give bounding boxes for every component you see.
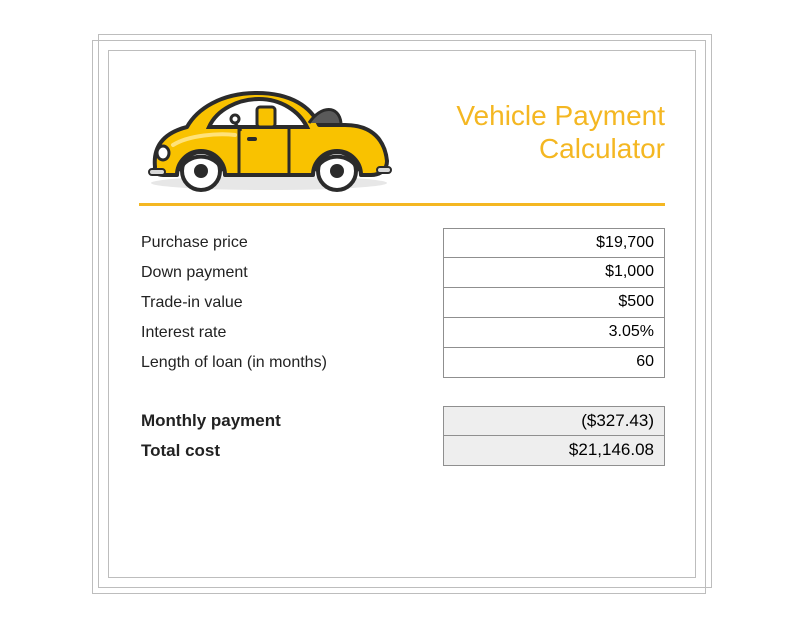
header: Vehicle Payment Calculator — [139, 75, 665, 195]
row-monthly-payment: Monthly payment ($327.43) — [139, 406, 665, 436]
value-total-cost: $21,146.08 — [443, 436, 665, 466]
input-trade-in[interactable]: $500 — [443, 288, 665, 318]
input-purchase-price[interactable]: $19,700 — [443, 228, 665, 258]
result-rows: Monthly payment ($327.43) Total cost $21… — [139, 406, 665, 466]
title-line-2: Calculator — [539, 133, 665, 164]
calculator-panel: Vehicle Payment Calculator Purchase pric… — [108, 50, 696, 578]
label-down-payment: Down payment — [139, 258, 443, 288]
row-total-cost: Total cost $21,146.08 — [139, 436, 665, 466]
input-down-payment[interactable]: $1,000 — [443, 258, 665, 288]
page-title: Vehicle Payment Calculator — [423, 75, 665, 166]
row-trade-in: Trade-in value $500 — [139, 288, 665, 318]
car-icon — [139, 75, 399, 195]
value-monthly-payment: ($327.43) — [443, 406, 665, 436]
row-loan-length: Length of loan (in months) 60 — [139, 348, 665, 378]
row-down-payment: Down payment $1,000 — [139, 258, 665, 288]
title-line-1: Vehicle Payment — [456, 100, 665, 131]
input-rows: Purchase price $19,700 Down payment $1,0… — [139, 228, 665, 378]
input-loan-length[interactable]: 60 — [443, 348, 665, 378]
label-total-cost: Total cost — [139, 436, 443, 466]
row-interest-rate: Interest rate 3.05% — [139, 318, 665, 348]
label-monthly-payment: Monthly payment — [139, 406, 443, 436]
label-purchase-price: Purchase price — [139, 228, 443, 258]
row-purchase-price: Purchase price $19,700 — [139, 228, 665, 258]
label-interest-rate: Interest rate — [139, 318, 443, 348]
header-divider — [139, 203, 665, 206]
spacer — [139, 378, 665, 406]
calculator-frame: Vehicle Payment Calculator Purchase pric… — [92, 34, 712, 594]
label-loan-length: Length of loan (in months) — [139, 348, 443, 378]
input-interest-rate[interactable]: 3.05% — [443, 318, 665, 348]
label-trade-in: Trade-in value — [139, 288, 443, 318]
